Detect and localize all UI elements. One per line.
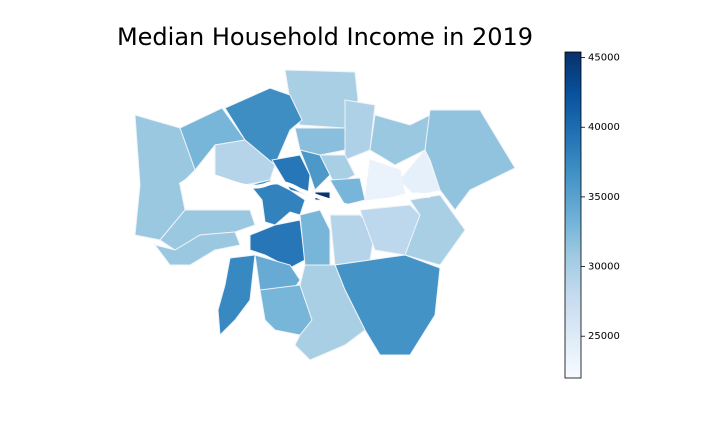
region bbox=[364, 159, 406, 201]
colorbar-tick-label: 45000 bbox=[588, 53, 620, 64]
colorbar-tick-label: 25000 bbox=[588, 331, 620, 342]
region bbox=[299, 209, 331, 266]
region bbox=[344, 99, 376, 161]
region bbox=[153, 231, 241, 266]
region bbox=[217, 254, 256, 337]
colorbar-tick-label: 35000 bbox=[588, 192, 620, 203]
river bbox=[178, 174, 431, 210]
colorbar bbox=[564, 51, 582, 379]
map-title: Median Household Income in 2019 bbox=[117, 23, 533, 51]
region bbox=[294, 264, 366, 361]
colorbar-tick-label: 30000 bbox=[588, 262, 620, 273]
region bbox=[294, 127, 346, 156]
region bbox=[329, 177, 366, 206]
colorbar-tick-label: 40000 bbox=[588, 122, 620, 133]
region bbox=[249, 179, 306, 226]
region bbox=[329, 214, 376, 266]
regions bbox=[134, 69, 516, 361]
region bbox=[249, 219, 306, 269]
region bbox=[404, 194, 466, 266]
